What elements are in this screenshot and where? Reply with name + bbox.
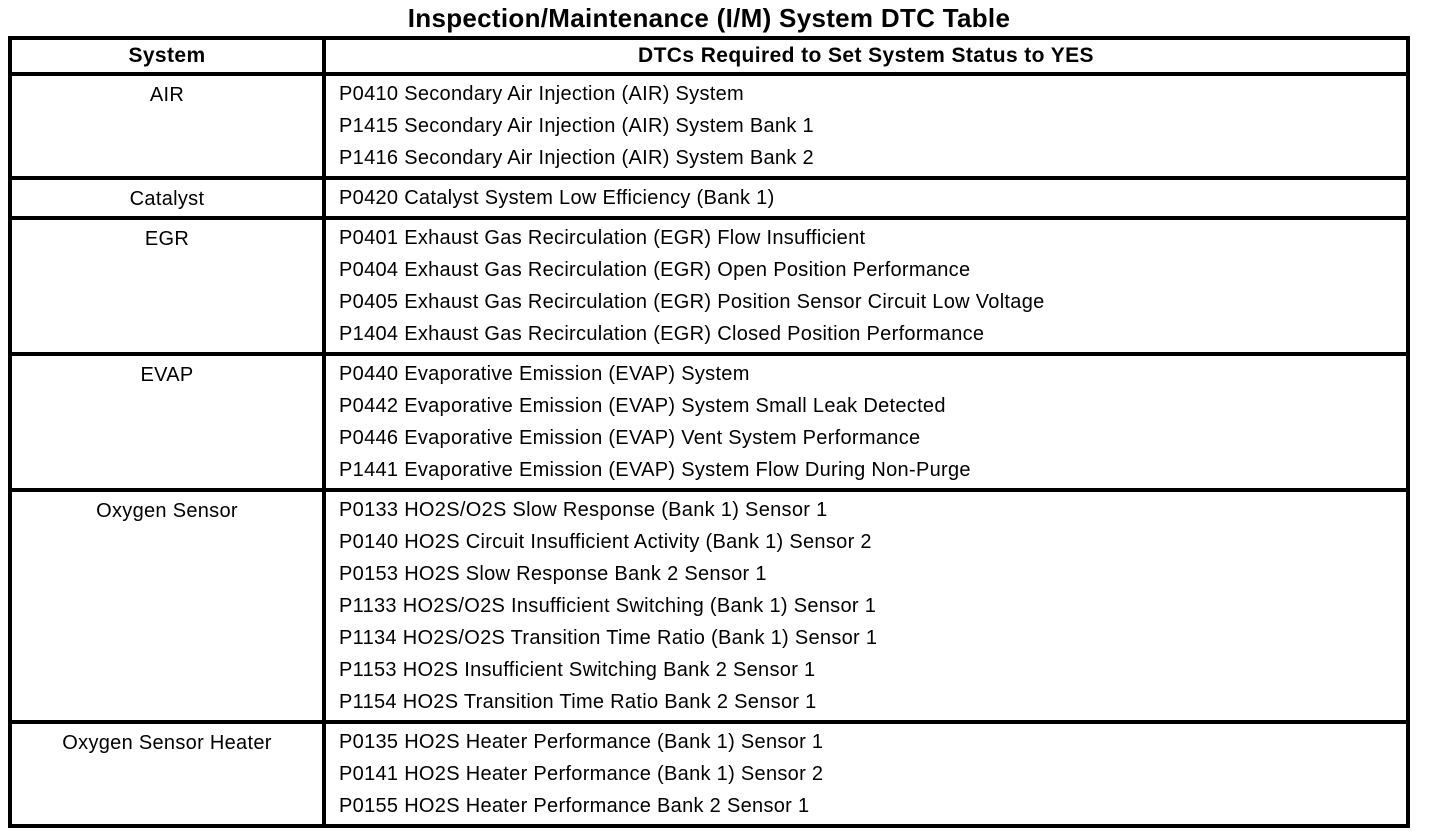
dtc-cell: P0135 HO2S Heater Performance (Bank 1) S… [322,720,1410,828]
page-title: Inspection/Maintenance (I/M) System DTC … [407,3,1011,33]
dtc-line: P0140 HO2S Circuit Insufficient Activity… [339,531,872,553]
system-cell: EGR [8,216,326,356]
dtc-line: P0135 HO2S Heater Performance (Bank 1) S… [339,731,824,753]
dtc-line: P0155 HO2S Heater Performance Bank 2 Sen… [339,795,810,817]
dtc-line: P0442 Evaporative Emission (EVAP) System… [339,395,946,417]
dtc-line: P1415 Secondary Air Injection (AIR) Syst… [339,115,814,137]
dtc-table: System DTCs Required to Set System Statu… [8,36,1410,828]
table-row: EGR P0401 Exhaust Gas Recirculation (EGR)… [8,216,1410,356]
table-row: EVAP P0440 Evaporative Emission (EVAP) Sy… [8,352,1410,492]
dtc-cell: P0410 Secondary Air Injection (AIR) Syst… [322,72,1410,180]
table-header-row: System DTCs Required to Set System Statu… [8,36,1410,76]
table-row: AIR P0410 Secondary Air Injection (AIR) S… [8,72,1410,180]
table-row: Oxygen Sensor P0133 HO2S/O2S Slow Respons… [8,488,1410,724]
dtc-line: P0133 HO2S/O2S Slow Response (Bank 1) Se… [339,499,828,521]
dtc-line: P0404 Exhaust Gas Recirculation (EGR) Op… [339,259,971,281]
dtc-cell: P0420 Catalyst System Low Efficiency (Ba… [322,176,1410,220]
dtc-line: P0440 Evaporative Emission (EVAP) System [339,363,750,385]
column-header-system: System [8,36,326,76]
table-body: AIR P0410 Secondary Air Injection (AIR) S… [8,72,1410,828]
dtc-line: P0420 Catalyst System Low Efficiency (Ba… [339,187,775,209]
dtc-cell: P0440 Evaporative Emission (EVAP) System… [322,352,1410,492]
system-cell: EVAP [8,352,326,492]
dtc-line: P1404 Exhaust Gas Recirculation (EGR) Cl… [339,323,985,345]
dtc-line: P0401 Exhaust Gas Recirculation (EGR) Fl… [339,227,866,249]
dtc-line: P0141 HO2S Heater Performance (Bank 1) S… [339,763,824,785]
dtc-cell: P0133 HO2S/O2S Slow Response (Bank 1) Se… [322,488,1410,724]
dtc-line: P0153 HO2S Slow Response Bank 2 Sensor 1 [339,563,767,585]
system-cell: Oxygen Sensor Heater [8,720,326,828]
dtc-line: P0405 Exhaust Gas Recirculation (EGR) Po… [339,291,1045,313]
dtc-cell: P0401 Exhaust Gas Recirculation (EGR) Fl… [322,216,1410,356]
column-header-dtcs: DTCs Required to Set System Status to YE… [322,36,1410,76]
dtc-line: P1153 HO2S Insufficient Switching Bank 2… [339,659,816,681]
dtc-line: P1134 HO2S/O2S Transition Time Ratio (Ba… [339,627,878,649]
dtc-line: P0410 Secondary Air Injection (AIR) Syst… [339,83,745,105]
system-cell: Oxygen Sensor [8,488,326,724]
dtc-line: P1133 HO2S/O2S Insufficient Switching (B… [339,595,877,617]
table-row: Oxygen Sensor Heater P0135 HO2S Heater Pe… [8,720,1410,828]
dtc-line: P1441 Evaporative Emission (EVAP) System… [339,459,971,481]
system-cell: AIR [8,72,326,180]
dtc-line: P1416 Secondary Air Injection (AIR) Syst… [339,147,814,169]
dtc-line: P0446 Evaporative Emission (EVAP) Vent S… [339,427,921,449]
dtc-line: P1154 HO2S Transition Time Ratio Bank 2 … [339,691,817,713]
system-cell: Catalyst [8,176,326,220]
table-row: Catalyst P0420 Catalyst System Low Effici… [8,176,1410,220]
